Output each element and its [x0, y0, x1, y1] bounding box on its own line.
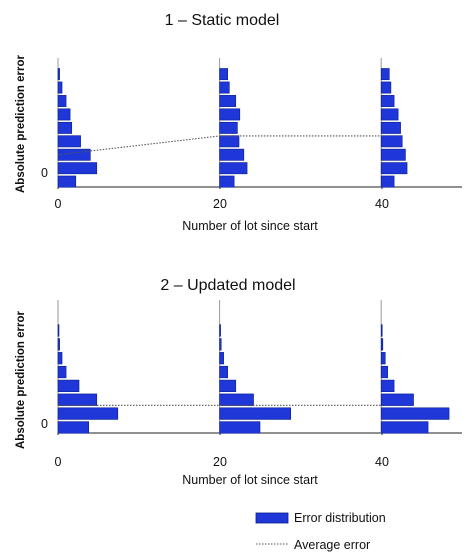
legend-label-error-distribution: Error distribution [294, 511, 386, 525]
y-axis-label: Absolute prediction error [15, 310, 27, 449]
panel-updated-model: 2 – Updated model 0 20 40 0 Number of lo… [15, 277, 462, 487]
histogram-bar [380, 175, 395, 188]
chart-title: 2 – Updated model [160, 277, 295, 294]
histogram-bar [380, 81, 392, 94]
histogram-bar [57, 175, 77, 188]
histogram-bar [219, 379, 237, 393]
histogram-bars [57, 300, 450, 434]
legend-label-average-error: Average error [294, 538, 370, 552]
histogram-bar [380, 407, 450, 420]
histogram-bar [219, 81, 230, 94]
histogram-bar [380, 379, 395, 393]
x-axis-label: Number of lot since start [182, 473, 318, 487]
average-error-line [57, 135, 382, 156]
average-error-series [57, 135, 382, 156]
x-tick-label: 0 [55, 197, 62, 211]
histogram-bar [219, 407, 292, 420]
histogram-bar [57, 365, 67, 379]
histogram-bar [219, 108, 241, 121]
x-axis-label: Number of lot since start [182, 219, 318, 233]
chart-title: 1 – Static model [165, 12, 280, 29]
histogram-bar [219, 365, 228, 379]
histogram-bar [57, 379, 80, 393]
histogram-bar [380, 148, 406, 161]
histogram-bar [219, 95, 237, 107]
y-tick-label: 0 [41, 166, 48, 180]
histogram-bar [57, 148, 91, 161]
histogram-bar [57, 352, 63, 365]
histogram-bars [57, 58, 408, 188]
x-tick-label: 20 [213, 455, 227, 469]
histogram-bar [219, 338, 222, 351]
y-tick-label: 0 [41, 417, 48, 431]
x-tick-label: 40 [375, 197, 389, 211]
histogram-bar [57, 135, 81, 148]
histogram-bar [57, 68, 60, 81]
histogram-bar [57, 407, 119, 420]
histogram-bar [219, 68, 228, 81]
histogram-bar [57, 108, 71, 121]
histogram-bar [57, 162, 98, 175]
histogram-bar [57, 95, 67, 107]
histogram-bar [380, 365, 388, 379]
histogram-bar [219, 421, 261, 434]
histogram-bar [219, 162, 248, 175]
histogram-bar [380, 121, 401, 134]
x-tick-label: 40 [375, 455, 389, 469]
histogram-bar [380, 162, 408, 175]
histogram-bar [219, 393, 254, 406]
y-axis-label: Absolute prediction error [15, 54, 27, 193]
x-tick-label: 0 [55, 455, 62, 469]
panel-static-model: 1 – Static model 0 20 40 0 Number of lot… [15, 12, 462, 233]
histogram-bar [57, 324, 60, 337]
histogram-bar [380, 352, 386, 365]
histogram-bar [219, 121, 238, 134]
legend-swatch-error-distribution [255, 512, 289, 524]
histogram-bar [380, 421, 429, 434]
histogram-bar [57, 421, 90, 434]
histogram-bar [219, 148, 245, 161]
histogram-bar [219, 135, 240, 148]
histogram-bar [57, 81, 63, 94]
histogram-bar [57, 338, 60, 351]
histogram-bar [219, 324, 221, 337]
histogram-bar [57, 393, 98, 406]
histogram-bar [380, 324, 383, 337]
histogram-bar [380, 338, 384, 351]
x-tick-label: 20 [213, 197, 227, 211]
histogram-bar [380, 393, 414, 406]
histogram-bar [380, 135, 403, 148]
histogram-bar [380, 95, 395, 107]
histogram-bar [219, 175, 235, 188]
histogram-bar [380, 68, 390, 81]
histogram-bar [380, 108, 399, 121]
legend: Error distribution Average error [255, 511, 386, 552]
histogram-bar [57, 121, 73, 134]
histogram-bar [219, 352, 224, 365]
